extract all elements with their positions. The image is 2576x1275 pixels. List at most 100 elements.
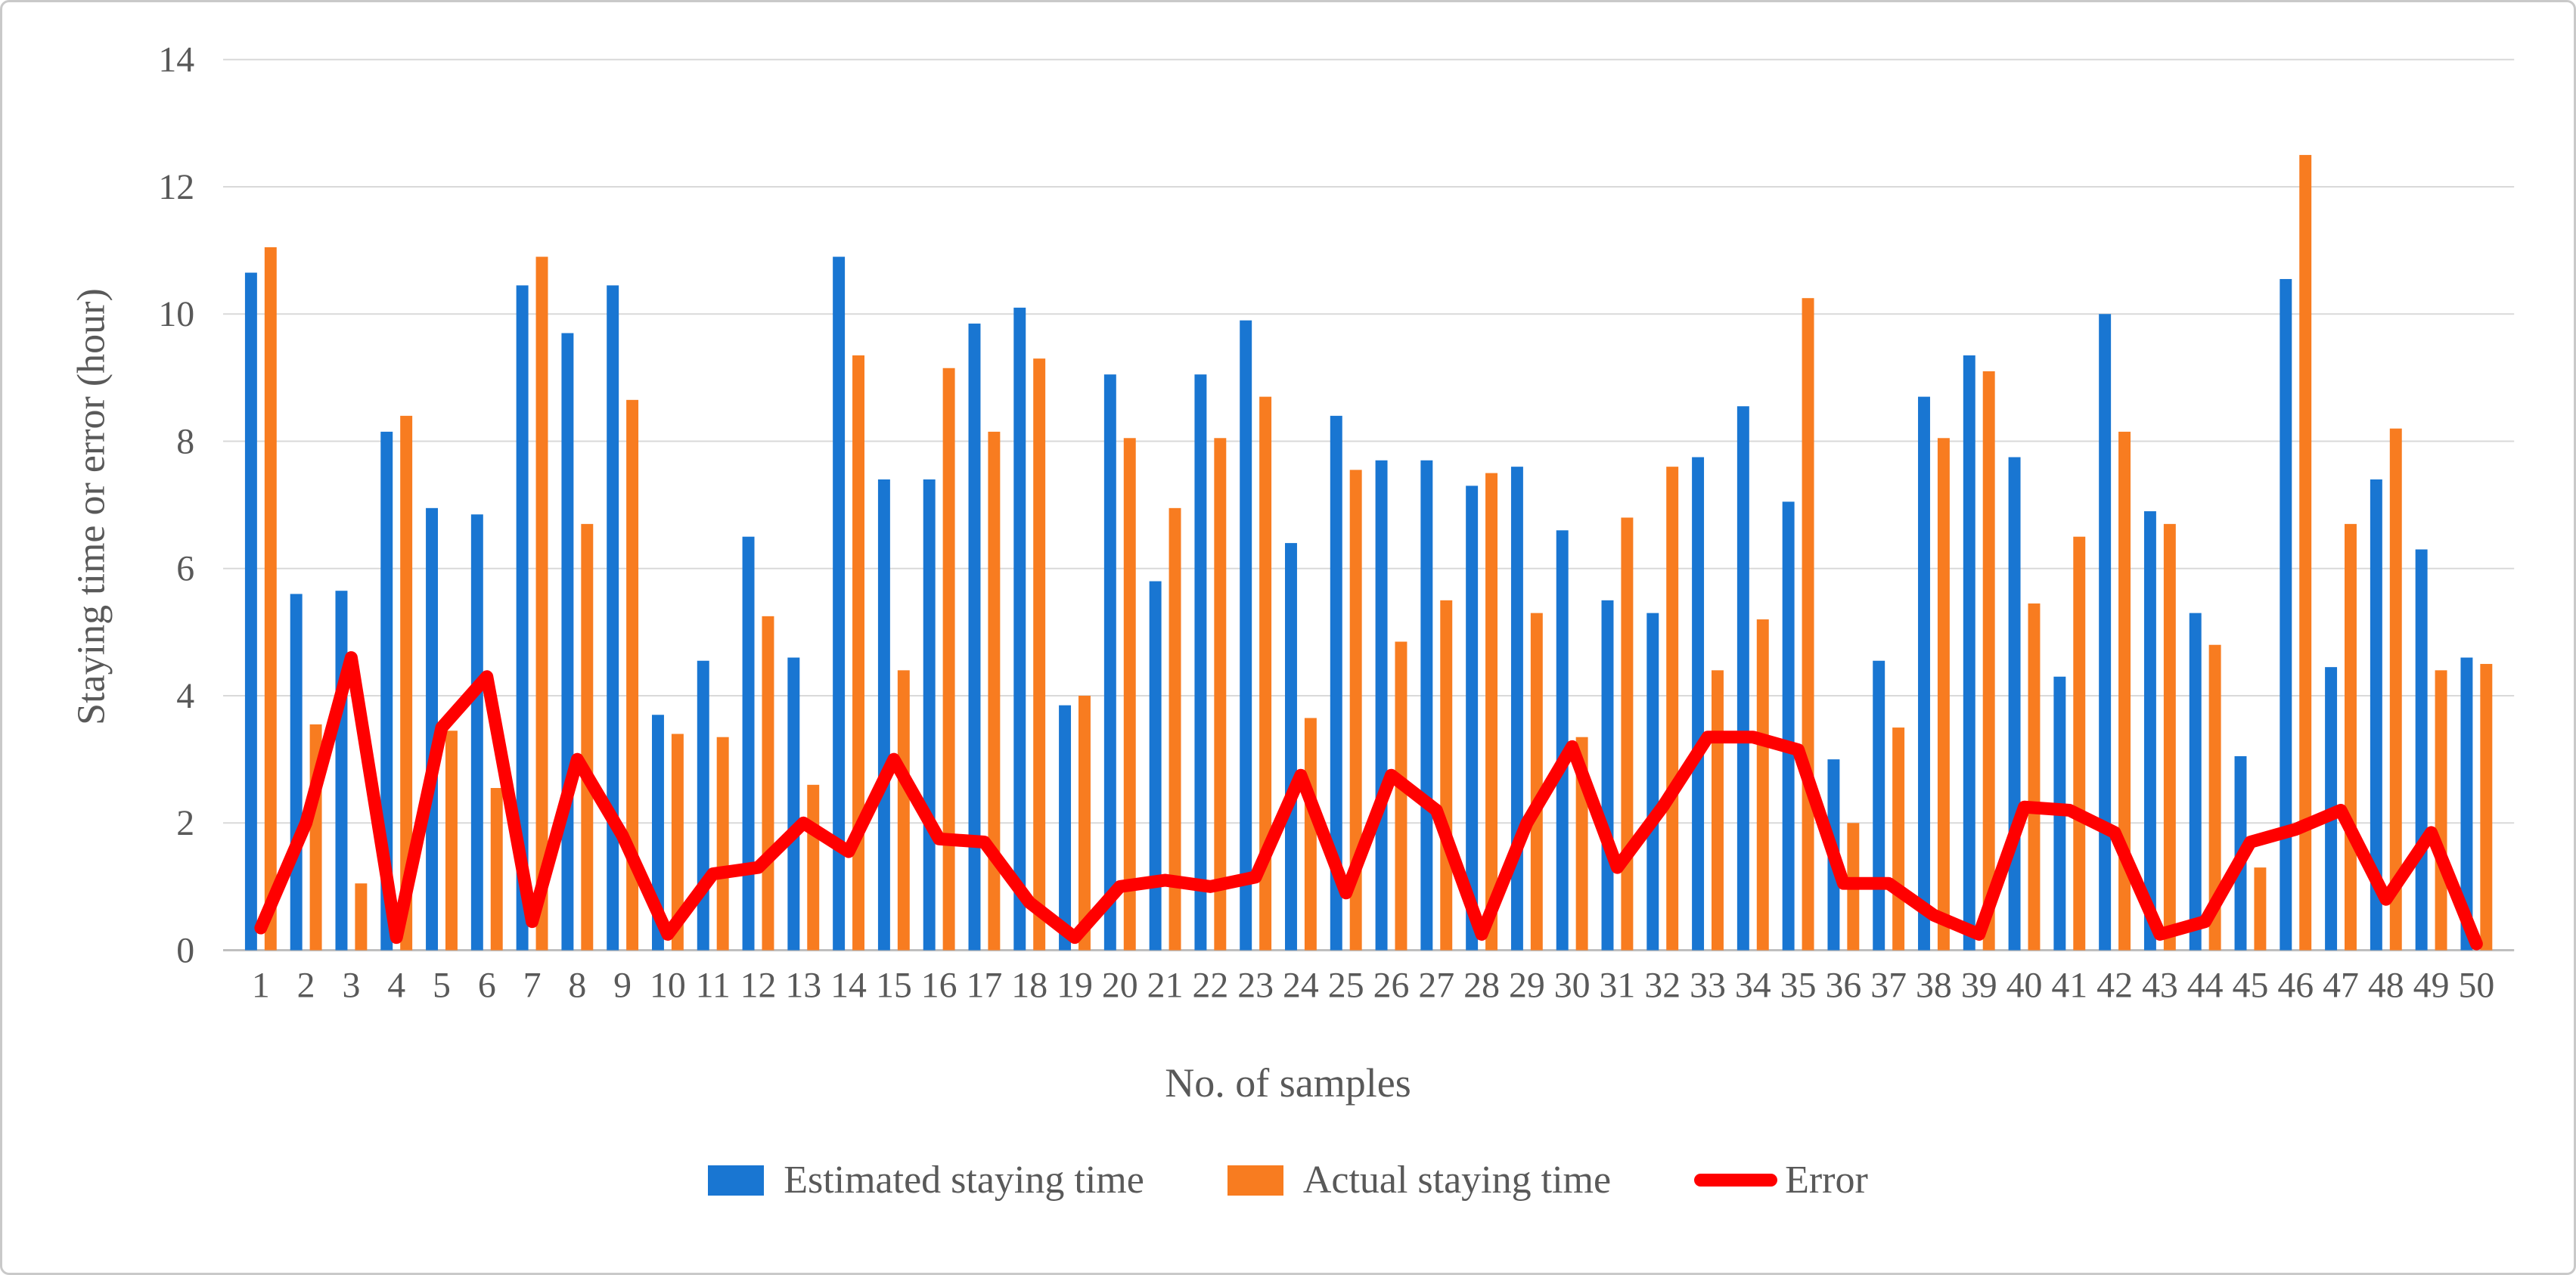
bar-actual [1530, 613, 1543, 951]
x-tick-label: 42 [2096, 965, 2133, 1005]
y-tick-label: 8 [176, 421, 194, 461]
bar-actual [2073, 536, 2086, 951]
x-tick-label: 25 [1328, 965, 1364, 1005]
x-tick-label: 12 [740, 965, 777, 1005]
x-tick-label: 32 [1644, 965, 1681, 1005]
bar-actual [2254, 867, 2267, 951]
x-tick-label: 10 [650, 965, 686, 1005]
bar-estimated [1194, 374, 1207, 951]
bar-estimated [1103, 374, 1116, 951]
bar-estimated [2189, 613, 2202, 951]
x-tick-label: 48 [2368, 965, 2404, 1005]
bar-estimated [1420, 460, 1433, 951]
bar-actual [2028, 603, 2041, 951]
bar-estimated [561, 333, 574, 951]
x-tick-label: 29 [1509, 965, 1545, 1005]
bar-estimated [2280, 278, 2292, 951]
y-tick-label: 6 [176, 549, 194, 589]
bar-estimated [335, 591, 348, 951]
bar-actual [1169, 507, 1181, 951]
x-tick-label: 7 [523, 965, 542, 1005]
bar-actual [2345, 523, 2357, 951]
bar-estimated [923, 479, 936, 951]
bar-actual [1395, 641, 1407, 951]
bar-estimated [787, 657, 800, 951]
bar-estimated [2008, 457, 2021, 951]
x-tick-label: 27 [1418, 965, 1454, 1005]
bar-estimated [742, 536, 755, 951]
x-tick-label: 31 [1600, 965, 1636, 1005]
bar-actual [445, 731, 458, 951]
y-tick-label: 14 [158, 40, 194, 80]
bar-estimated [2099, 314, 2112, 951]
bar-estimated [1375, 460, 1388, 951]
bar-actual [264, 247, 277, 951]
x-tick-label: 36 [1825, 965, 1861, 1005]
bar-estimated [244, 272, 257, 951]
bar-estimated [1240, 320, 1252, 951]
bar-actual [762, 616, 774, 951]
legend-line-error-icon [1694, 1174, 1778, 1187]
bar-estimated [1556, 530, 1569, 951]
bar-estimated [1963, 355, 1975, 951]
bar-actual [1666, 467, 1679, 951]
x-tick-label: 15 [876, 965, 912, 1005]
x-tick-label: 8 [568, 965, 586, 1005]
bar-estimated [470, 514, 483, 951]
bar-actual [1621, 517, 1634, 951]
bar-estimated [1149, 581, 1162, 951]
bar-actual [988, 431, 1001, 951]
bar-estimated [2370, 479, 2382, 951]
bar-actual [490, 787, 503, 951]
x-tick-label: 9 [613, 965, 632, 1005]
legend: Estimated staying time Actual staying ti… [2, 1158, 2574, 1202]
bar-actual [2299, 154, 2312, 951]
bar-actual [535, 256, 548, 951]
legend-label-estimated: Estimated staying time [784, 1159, 1144, 1202]
bar-estimated [1510, 467, 1523, 951]
x-tick-label: 39 [1961, 965, 1997, 1005]
bar-estimated [2460, 657, 2473, 951]
bar-actual [2480, 663, 2493, 951]
bar-estimated [607, 285, 619, 951]
y-axis-title: Staying time or error (hour) [70, 288, 113, 725]
bar-actual [581, 523, 594, 951]
x-tick-label: 13 [785, 965, 821, 1005]
x-tick-label: 21 [1147, 965, 1184, 1005]
bar-estimated [1285, 543, 1297, 951]
bar-estimated [1059, 705, 1072, 951]
y-tick-label: 2 [176, 803, 194, 843]
bar-actual [671, 734, 684, 951]
y-tick-label: 4 [176, 676, 194, 716]
legend-item-error: Error [1694, 1158, 1868, 1202]
bar-actual [1078, 696, 1091, 951]
x-tick-label: 18 [1011, 965, 1047, 1005]
x-axis-title: No. of samples [1165, 1060, 1411, 1106]
x-tick-label: 49 [2413, 965, 2450, 1005]
x-tick-label: 1 [252, 965, 270, 1005]
bar-actual [716, 737, 729, 951]
bar-estimated [2143, 511, 2156, 951]
bar-actual [1712, 670, 1724, 951]
bar-actual [400, 415, 413, 951]
x-tick-label: 17 [967, 965, 1003, 1005]
bar-actual [942, 368, 955, 951]
bar-estimated [1736, 406, 1749, 951]
bar-estimated [516, 285, 529, 951]
x-tick-label: 16 [921, 965, 957, 1005]
x-tick-label: 20 [1102, 965, 1138, 1005]
bar-actual [626, 399, 639, 951]
bar-actual [897, 670, 910, 951]
x-tick-label: 30 [1554, 965, 1591, 1005]
bar-estimated [1466, 485, 1479, 951]
x-tick-label: 47 [2323, 965, 2359, 1005]
bar-actual [1892, 727, 1905, 951]
x-tick-label: 40 [2006, 965, 2043, 1005]
y-tick-label: 0 [176, 930, 194, 970]
x-tick-label: 44 [2187, 965, 2224, 1005]
error-line [254, 651, 2483, 951]
legend-label-actual: Actual staying time [1302, 1159, 1612, 1202]
bar-actual [1982, 371, 1995, 951]
legend-swatch-estimated-icon [708, 1165, 765, 1196]
